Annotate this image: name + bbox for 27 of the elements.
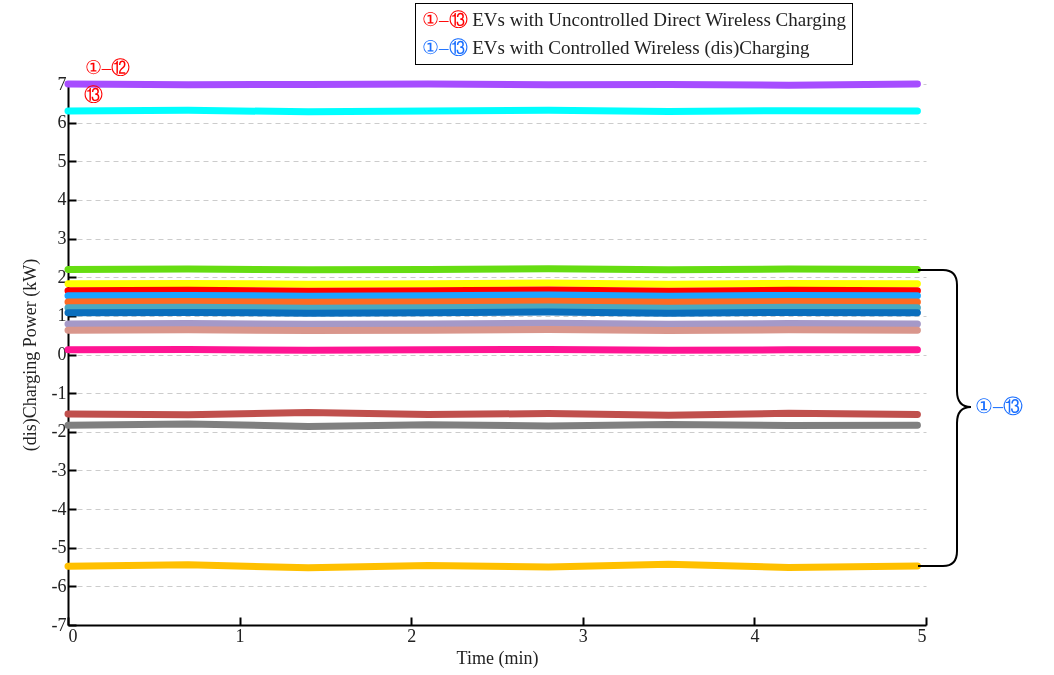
text: ①–⑬ EVs with Uncontrolled Direct Wireless Charging	[422, 9, 846, 30]
x-tick-label: 3	[578, 625, 588, 646]
y-tick-label: -1	[51, 382, 67, 403]
text: ①–⑬ EVs with Controlled Wireless (dis)Charging	[422, 37, 810, 58]
y-tick-label: -2	[51, 421, 67, 442]
x-tick-label: 4	[750, 625, 760, 646]
y-tick-label: 6	[57, 112, 67, 133]
text: ①–⑬	[975, 395, 1023, 417]
y-tick-label: 4	[57, 189, 67, 210]
x-tick-label: 1	[235, 625, 245, 646]
y-tick-label: -5	[51, 537, 67, 558]
x-tick-label: 2	[407, 625, 417, 646]
y-tick-label: -4	[51, 498, 67, 519]
annotation: ①–⑫	[84, 57, 131, 78]
y-tick-label: 3	[57, 228, 67, 249]
y-tick-label: -6	[51, 575, 67, 596]
y-tick-label: 0	[57, 344, 67, 364]
y-tick-label: 2	[57, 266, 67, 287]
annotation: ⑬	[84, 84, 104, 106]
y-tick-label: 7	[57, 73, 67, 94]
y-tick-label: 5	[57, 150, 67, 171]
y-tick-label: -7	[51, 614, 67, 635]
y-axis-title: (dis)Charging Power (kW)	[19, 258, 41, 452]
x-tick-label: 5	[917, 625, 927, 646]
x-axis-title: Time (min)	[456, 647, 539, 669]
y-tick-label: 1	[57, 305, 67, 326]
y-tick-label: -3	[51, 459, 67, 480]
